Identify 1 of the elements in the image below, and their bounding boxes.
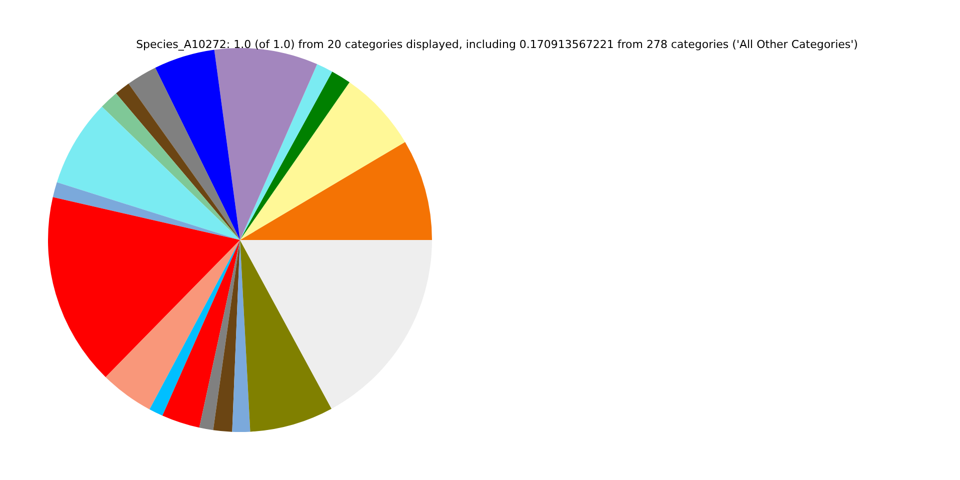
text: Species_A10272: 1.0 (of 1.0) from 20 categories displayed, including 0.170913567221 from 278 categories ('All Other Categories') — [136, 38, 858, 51]
